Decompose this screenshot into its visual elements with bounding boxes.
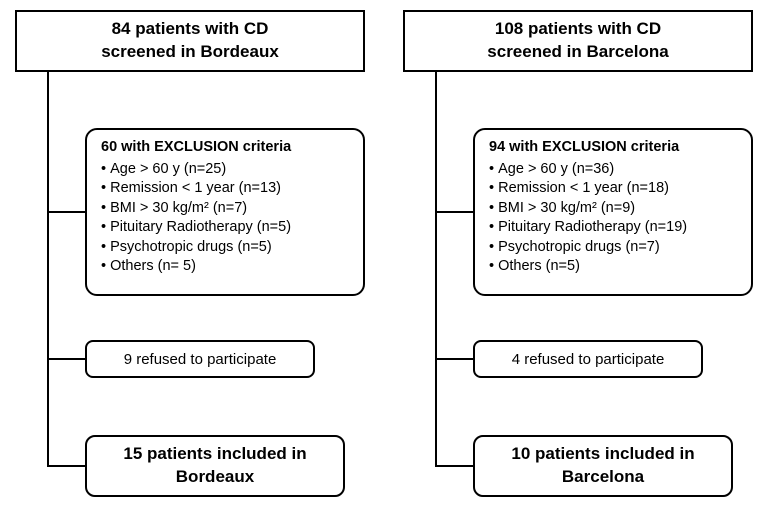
right-included-line2: Barcelona <box>562 466 644 489</box>
right-refused-text: 4 refused to participate <box>512 351 665 368</box>
left-refused-text: 9 refused to participate <box>124 351 277 368</box>
left-header-line2: screened in Bordeaux <box>101 41 279 64</box>
left-included-line1: 15 patients included in <box>123 443 306 466</box>
left-branch-refused <box>47 358 85 360</box>
right-branch-refused <box>435 358 473 360</box>
right-criteria-item: Age > 60 y (n=36) <box>489 160 687 180</box>
right-trunk-line <box>435 72 437 466</box>
left-criteria-item: Pituitary Radiotherapy (n=5) <box>101 218 291 238</box>
left-branch-criteria <box>47 211 85 213</box>
right-header-line2: screened in Barcelona <box>487 41 668 64</box>
right-criteria-item: Others (n=5) <box>489 257 687 277</box>
right-criteria-list: Age > 60 y (n=36) Remission < 1 year (n=… <box>489 160 687 277</box>
left-included-box: 15 patients included in Bordeaux <box>85 435 345 497</box>
right-branch-criteria <box>435 211 473 213</box>
right-included-line1: 10 patients included in <box>511 443 694 466</box>
right-criteria-title: 94 with EXCLUSION criteria <box>489 138 679 158</box>
flowchart-canvas: 84 patients with CD screened in Bordeaux… <box>0 0 767 523</box>
right-criteria-item: Pituitary Radiotherapy (n=19) <box>489 218 687 238</box>
left-criteria-item: Age > 60 y (n=25) <box>101 160 291 180</box>
right-refused-box: 4 refused to participate <box>473 340 703 378</box>
left-refused-box: 9 refused to participate <box>85 340 315 378</box>
left-header-line1: 84 patients with CD <box>112 18 269 41</box>
left-criteria-item: Psychotropic drugs (n=5) <box>101 238 291 258</box>
left-criteria-box: 60 with EXCLUSION criteria Age > 60 y (n… <box>85 128 365 296</box>
left-criteria-item: Others (n= 5) <box>101 257 291 277</box>
right-included-box: 10 patients included in Barcelona <box>473 435 733 497</box>
left-criteria-item: BMI > 30 kg/m² (n=7) <box>101 199 291 219</box>
right-header-line1: 108 patients with CD <box>495 18 661 41</box>
right-criteria-box: 94 with EXCLUSION criteria Age > 60 y (n… <box>473 128 753 296</box>
right-header-box: 108 patients with CD screened in Barcelo… <box>403 10 753 72</box>
right-criteria-item: Remission < 1 year (n=18) <box>489 179 687 199</box>
right-criteria-item: BMI > 30 kg/m² (n=9) <box>489 199 687 219</box>
left-branch-included <box>47 465 85 467</box>
left-header-box: 84 patients with CD screened in Bordeaux <box>15 10 365 72</box>
right-branch-included <box>435 465 473 467</box>
left-criteria-item: Remission < 1 year (n=13) <box>101 179 291 199</box>
right-criteria-item: Psychotropic drugs (n=7) <box>489 238 687 258</box>
left-trunk-line <box>47 72 49 466</box>
left-criteria-title: 60 with EXCLUSION criteria <box>101 138 291 158</box>
left-criteria-list: Age > 60 y (n=25) Remission < 1 year (n=… <box>101 160 291 277</box>
left-included-line2: Bordeaux <box>176 466 254 489</box>
